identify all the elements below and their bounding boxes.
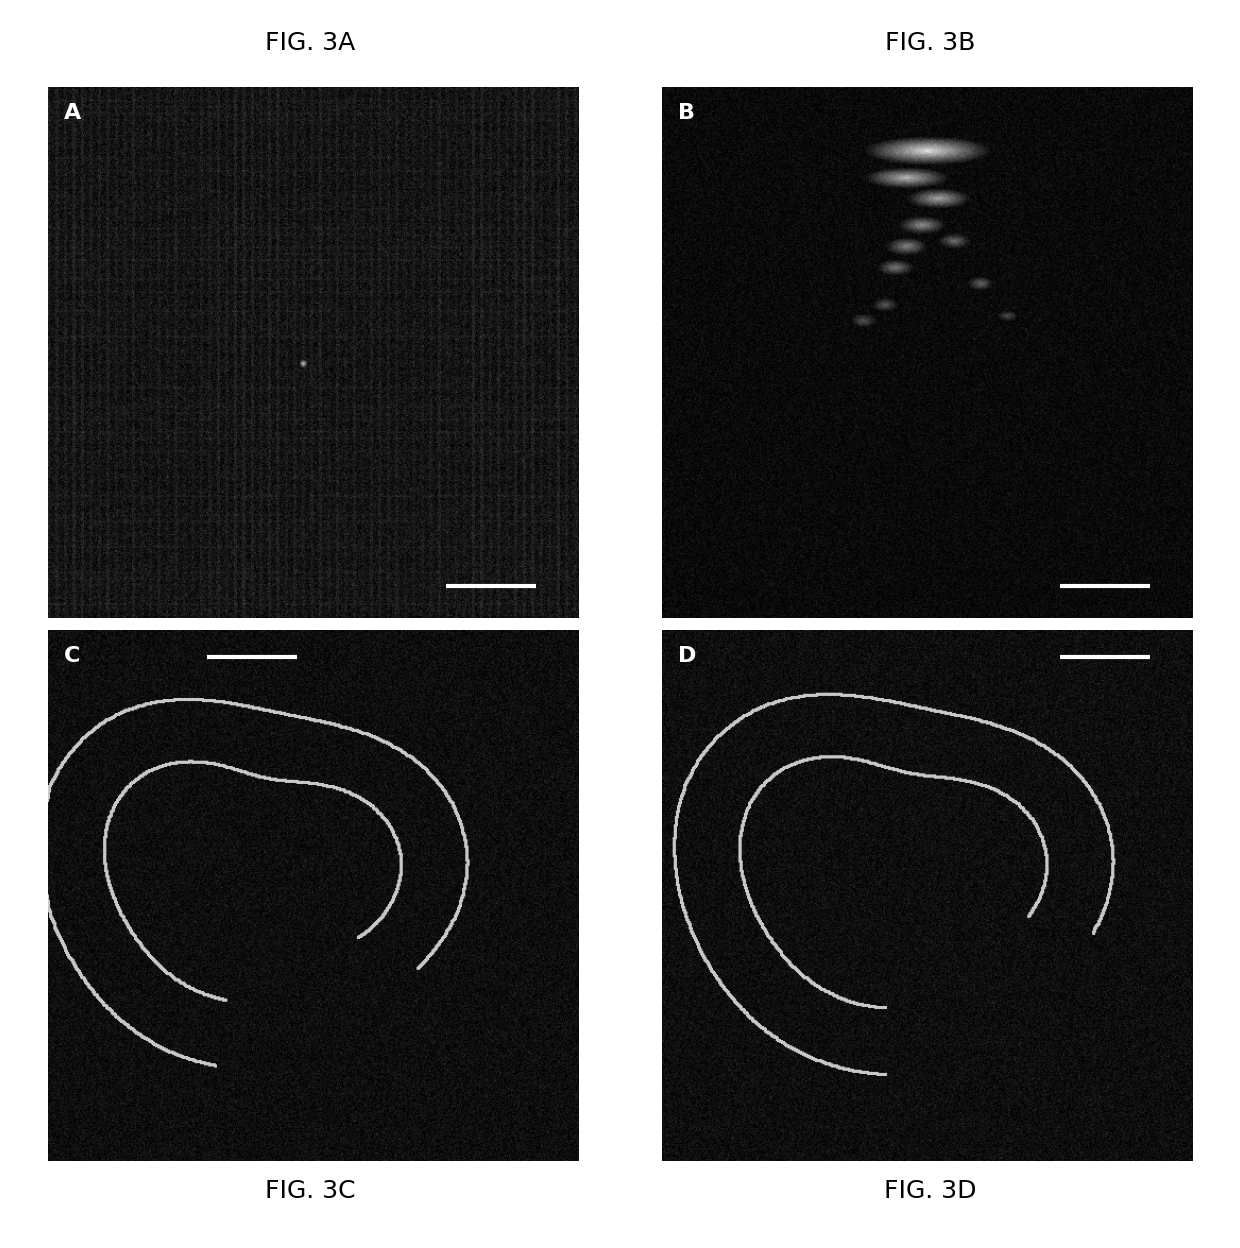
Text: B: B	[677, 104, 694, 124]
Text: FIG. 3C: FIG. 3C	[265, 1179, 355, 1203]
Text: FIG. 3B: FIG. 3B	[885, 31, 975, 55]
Text: FIG. 3A: FIG. 3A	[265, 31, 355, 55]
Text: FIG. 3D: FIG. 3D	[884, 1179, 976, 1203]
Text: C: C	[63, 646, 81, 666]
Text: D: D	[677, 646, 696, 666]
Text: A: A	[63, 104, 81, 124]
